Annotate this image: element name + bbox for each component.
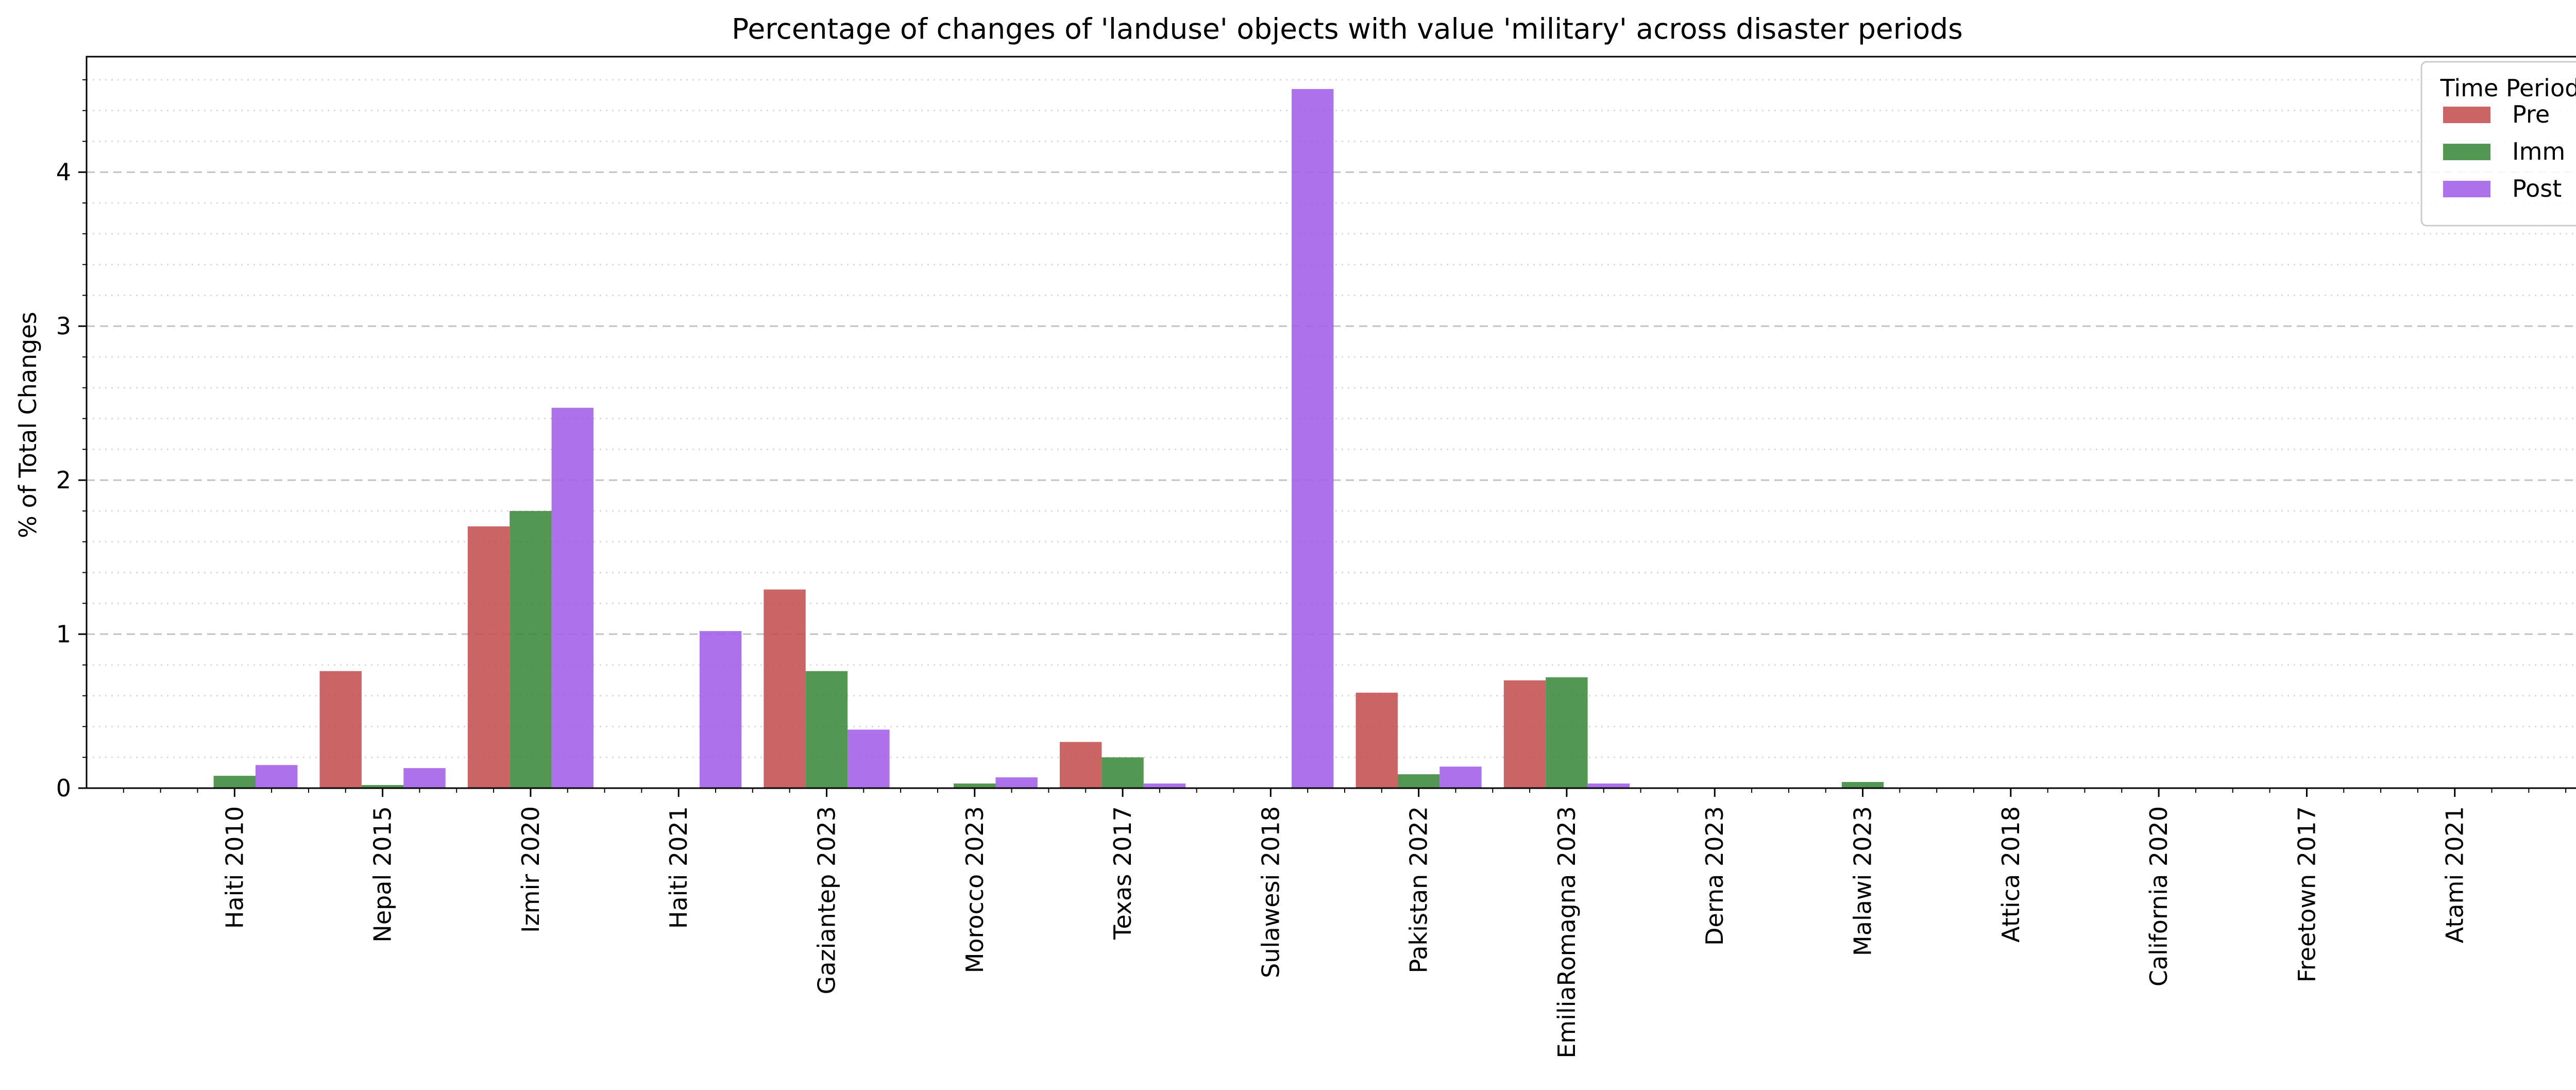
axes: 0 1 2 3 4 Haiti 2010 Nepal 2015 Izmir 2020 Haiti…: [56, 56, 2576, 1059]
bar-imm: [805, 671, 848, 788]
legend-label-post: Post: [2512, 175, 2562, 202]
chart-title: Percentage of changes of 'landuse' objec…: [732, 12, 1963, 45]
bar-imm: [510, 510, 552, 788]
legend-label-imm: Imm: [2512, 138, 2565, 165]
bar-imm: [1841, 782, 1884, 788]
x-tick-label: Derna 2023: [1701, 806, 1728, 946]
y-axis-title: % of Total Changes: [14, 312, 42, 538]
bar-pre: [1503, 680, 1546, 788]
bar-imm: [1101, 757, 1144, 788]
y-tick-label: 2: [56, 466, 71, 494]
legend-title: Time Period: [2440, 74, 2576, 102]
x-tick-label: Gaziantep 2023: [812, 806, 840, 994]
x-tick-label: Morocco 2023: [961, 806, 989, 973]
bar-post: [995, 777, 1038, 788]
x-tick-label: Texas 2017: [1109, 806, 1137, 940]
x-tick-label: Nepal 2015: [369, 806, 397, 943]
bar-pre: [319, 671, 362, 788]
x-tick-label: Pakistan 2022: [1405, 806, 1433, 973]
bar-pre: [764, 589, 806, 788]
x-tick-label: Sulawesi 2018: [1257, 806, 1284, 978]
bar-post: [699, 631, 742, 788]
bar-post: [1143, 784, 1186, 788]
y-tick-label: 1: [56, 620, 71, 648]
grid-lines: [87, 79, 2576, 758]
x-tick-label: Izmir 2020: [517, 806, 545, 933]
bar-pre: [467, 526, 510, 788]
legend-swatch-post: [2443, 181, 2490, 197]
bar-imm: [1546, 677, 1588, 788]
legend-label-pre: Pre: [2512, 100, 2550, 128]
legend-swatch-imm: [2443, 144, 2490, 160]
bar-post: [551, 407, 594, 788]
bar-post: [1439, 767, 1482, 788]
legend: Time Period Pre Imm Post: [2420, 61, 2576, 227]
y-tick-label: 4: [56, 158, 71, 186]
x-tick-label: Attica 2018: [1997, 806, 2025, 943]
y-tick-label: 3: [56, 312, 71, 340]
bar-post: [403, 768, 446, 788]
x-tick-label: Malawi 2023: [1849, 806, 1877, 956]
legend-swatch-pre: [2443, 107, 2490, 123]
x-tick-label: Freetown 2017: [2293, 806, 2320, 982]
x-tick-label: California 2020: [2145, 806, 2173, 986]
x-tick-label: Atami 2021: [2441, 806, 2469, 943]
bar-post: [848, 729, 890, 788]
bar-post: [1292, 89, 1334, 789]
bars: [213, 89, 1884, 789]
x-tick-label: EmiliaRomagna 2023: [1553, 806, 1581, 1059]
bar-imm: [213, 776, 256, 788]
y-tick-label: 0: [56, 774, 71, 802]
x-tick-label: Haiti 2021: [665, 806, 692, 929]
bar-post: [1587, 784, 1630, 788]
bar-imm: [954, 784, 996, 788]
bar-pre: [1355, 692, 1398, 788]
bar-imm: [1397, 774, 1440, 788]
x-tick-label: Haiti 2010: [221, 806, 248, 929]
bar-imm: [361, 785, 404, 788]
bar-pre: [1059, 742, 1102, 788]
bar-post: [255, 765, 298, 788]
